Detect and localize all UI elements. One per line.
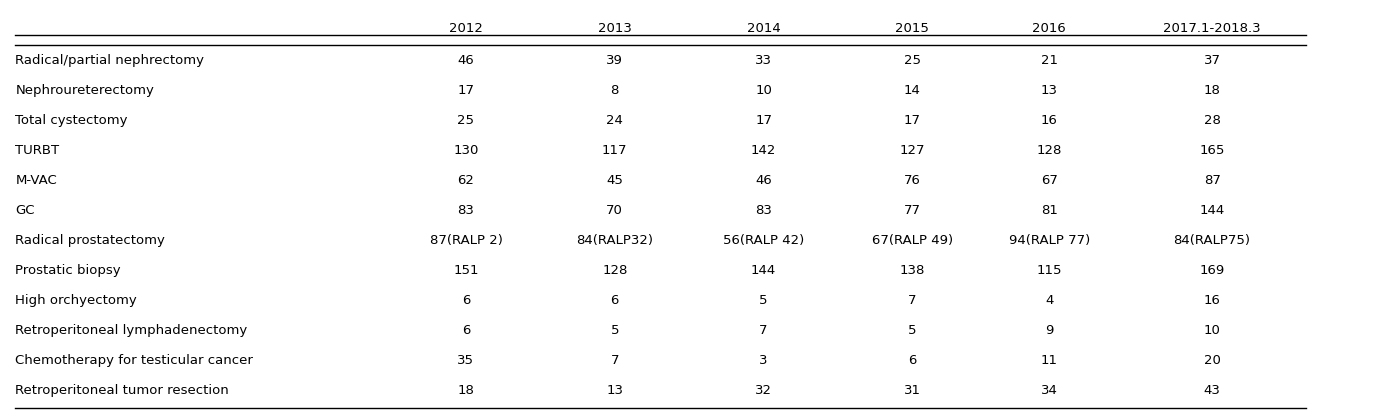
Text: 2013: 2013 (598, 22, 631, 35)
Text: 28: 28 (1204, 114, 1221, 127)
Text: 39: 39 (606, 54, 623, 67)
Text: 32: 32 (755, 384, 771, 397)
Text: 25: 25 (904, 54, 921, 67)
Text: High orchyectomy: High orchyectomy (15, 294, 137, 307)
Text: 10: 10 (1204, 324, 1221, 337)
Text: 87(RALP 2): 87(RALP 2) (430, 234, 503, 247)
Text: 18: 18 (458, 384, 475, 397)
Text: 128: 128 (1036, 144, 1063, 157)
Text: 31: 31 (904, 384, 921, 397)
Text: 17: 17 (458, 84, 475, 97)
Text: Radical/partial nephrectomy: Radical/partial nephrectomy (15, 54, 204, 67)
Text: 2015: 2015 (896, 22, 930, 35)
Text: 87: 87 (1204, 174, 1221, 187)
Text: 117: 117 (602, 144, 627, 157)
Text: 5: 5 (909, 324, 917, 337)
Text: 6: 6 (462, 324, 470, 337)
Text: 13: 13 (1040, 84, 1058, 97)
Text: 6: 6 (462, 294, 470, 307)
Text: 83: 83 (755, 204, 771, 217)
Text: Chemotherapy for testicular cancer: Chemotherapy for testicular cancer (15, 354, 253, 367)
Text: 5: 5 (759, 294, 767, 307)
Text: 67(RALP 49): 67(RALP 49) (872, 234, 953, 247)
Text: 151: 151 (454, 264, 479, 277)
Text: Radical prostatectomy: Radical prostatectomy (15, 234, 165, 247)
Text: 84(RALP75): 84(RALP75) (1173, 234, 1250, 247)
Text: 20: 20 (1204, 354, 1221, 367)
Text: Prostatic biopsy: Prostatic biopsy (15, 264, 120, 277)
Text: 144: 144 (750, 264, 776, 277)
Text: 127: 127 (900, 144, 925, 157)
Text: 37: 37 (1204, 54, 1221, 67)
Text: 4: 4 (1046, 294, 1053, 307)
Text: 169: 169 (1200, 264, 1225, 277)
Text: 45: 45 (606, 174, 623, 187)
Text: Retroperitoneal lymphadenectomy: Retroperitoneal lymphadenectomy (15, 324, 248, 337)
Text: 33: 33 (755, 54, 771, 67)
Text: 165: 165 (1200, 144, 1225, 157)
Text: 94(RALP 77): 94(RALP 77) (1008, 234, 1091, 247)
Text: 7: 7 (610, 354, 619, 367)
Text: 25: 25 (458, 114, 475, 127)
Text: 24: 24 (606, 114, 623, 127)
Text: 35: 35 (458, 354, 475, 367)
Text: 6: 6 (610, 294, 619, 307)
Text: 17: 17 (904, 114, 921, 127)
Text: 7: 7 (759, 324, 767, 337)
Text: M-VAC: M-VAC (15, 174, 57, 187)
Text: 142: 142 (750, 144, 776, 157)
Text: 16: 16 (1204, 294, 1221, 307)
Text: 8: 8 (610, 84, 619, 97)
Text: 56(RALP 42): 56(RALP 42) (722, 234, 804, 247)
Text: TURBT: TURBT (15, 144, 59, 157)
Text: 76: 76 (904, 174, 921, 187)
Text: Total cystectomy: Total cystectomy (15, 114, 127, 127)
Text: 46: 46 (755, 174, 771, 187)
Text: 130: 130 (454, 144, 479, 157)
Text: Retroperitoneal tumor resection: Retroperitoneal tumor resection (15, 384, 230, 397)
Text: 2017.1-2018.3: 2017.1-2018.3 (1163, 22, 1261, 35)
Text: 16: 16 (1040, 114, 1058, 127)
Text: 3: 3 (759, 354, 767, 367)
Text: 11: 11 (1040, 354, 1058, 367)
Text: 43: 43 (1204, 384, 1221, 397)
Text: 70: 70 (606, 204, 623, 217)
Text: 21: 21 (1040, 54, 1058, 67)
Text: 7: 7 (909, 294, 917, 307)
Text: 62: 62 (458, 174, 475, 187)
Text: 17: 17 (755, 114, 771, 127)
Text: 2014: 2014 (746, 22, 780, 35)
Text: 5: 5 (610, 324, 619, 337)
Text: 14: 14 (904, 84, 921, 97)
Text: 144: 144 (1200, 204, 1225, 217)
Text: 10: 10 (755, 84, 771, 97)
Text: 34: 34 (1040, 384, 1058, 397)
Text: 13: 13 (606, 384, 623, 397)
Text: 18: 18 (1204, 84, 1221, 97)
Text: 83: 83 (458, 204, 475, 217)
Text: 138: 138 (900, 264, 925, 277)
Text: 115: 115 (1036, 264, 1063, 277)
Text: 2012: 2012 (449, 22, 483, 35)
Text: 67: 67 (1040, 174, 1058, 187)
Text: Nephroureterectomy: Nephroureterectomy (15, 84, 154, 97)
Text: 84(RALP32): 84(RALP32) (577, 234, 654, 247)
Text: 77: 77 (904, 204, 921, 217)
Text: 6: 6 (909, 354, 917, 367)
Text: 81: 81 (1040, 204, 1058, 217)
Text: 128: 128 (602, 264, 627, 277)
Text: 9: 9 (1046, 324, 1053, 337)
Text: 46: 46 (458, 54, 475, 67)
Text: GC: GC (15, 204, 35, 217)
Text: 2016: 2016 (1032, 22, 1067, 35)
